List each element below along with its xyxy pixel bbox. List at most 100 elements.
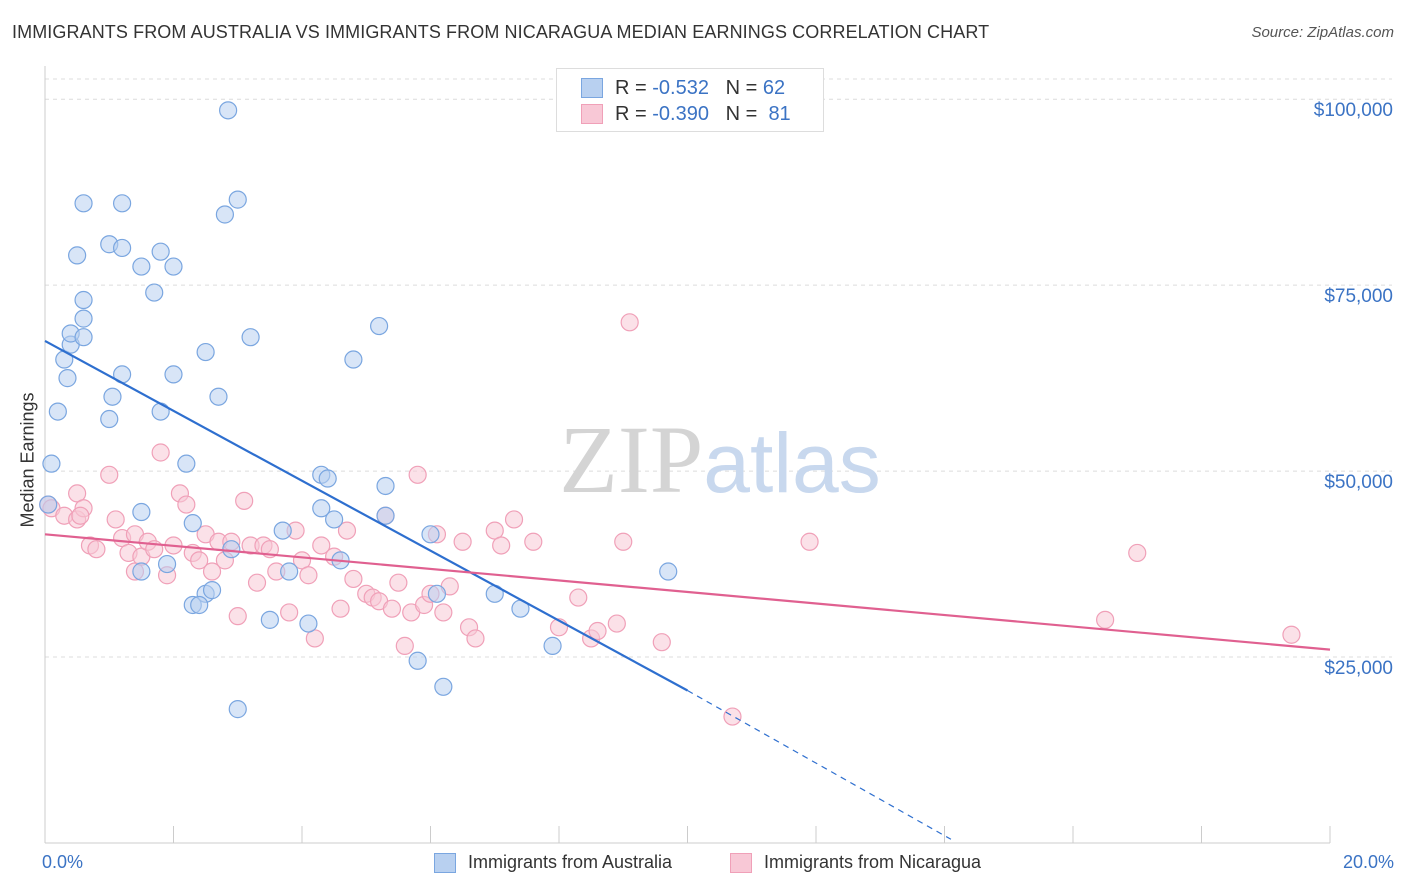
australia-point-33 <box>241 328 260 347</box>
nicaragua-point-62 <box>466 629 485 648</box>
nicaragua-point-78 <box>1128 543 1147 563</box>
legend-swatch-australia <box>581 78 603 98</box>
nicaragua-point-71 <box>607 614 626 633</box>
australia-point-50 <box>376 476 395 496</box>
australia-point-0 <box>39 495 58 514</box>
australia-point-34 <box>222 540 241 559</box>
trend-line-nicaragua <box>44 533 1331 651</box>
nicaragua-point-72 <box>614 532 633 551</box>
legend-box-nicaragua <box>730 852 752 873</box>
nicaragua-point-66 <box>524 532 543 551</box>
trend-line-australia-extension <box>687 689 952 840</box>
nicaragua-point-23 <box>190 551 209 570</box>
nicaragua-point-43 <box>331 599 350 618</box>
legend-n-nicaragua: 81 <box>768 102 791 125</box>
correlation-legend: R = -0.532 N = 62 R = -0.390 N = 81 <box>556 68 824 132</box>
y-tick-labels: $25,000 $50,000 $75,000 $100,000 <box>1314 100 1393 679</box>
nicaragua-point-29 <box>228 607 247 626</box>
australia-point-16 <box>145 283 164 302</box>
legend-row-nicaragua: R = -0.390 N = 81 <box>581 101 791 127</box>
watermark-zip: ZIP <box>559 406 703 513</box>
legend-row-australia: R = -0.532 N = 62 <box>581 75 785 101</box>
australia-point-51 <box>376 506 395 525</box>
nicaragua-point-64 <box>492 536 511 555</box>
series-nicaragua-points <box>39 313 1301 726</box>
australia-point-4 <box>58 369 77 388</box>
watermark-atlas: atlas <box>703 416 880 510</box>
nicaragua-point-51 <box>389 573 408 592</box>
chart-source: Source: ZipAtlas.com <box>1251 24 1394 41</box>
australia-point-26 <box>157 554 177 574</box>
series-legend: Immigrants from Australia Immigrants fro… <box>0 852 1406 878</box>
y-tick-label-2: $75,000 <box>1324 286 1393 307</box>
australia-point-30 <box>215 205 234 224</box>
nicaragua-point-50 <box>382 599 402 618</box>
australia-point-17 <box>151 242 170 261</box>
australia-point-38 <box>228 700 247 719</box>
nicaragua-point-77 <box>1096 610 1115 629</box>
australia-point-25 <box>183 514 202 533</box>
australia-point-61 <box>190 595 209 615</box>
australia-point-29 <box>209 387 228 406</box>
nicaragua-point-44 <box>337 521 357 540</box>
australia-point-49 <box>370 316 389 336</box>
australia-point-42 <box>299 614 318 633</box>
australia-point-44 <box>318 469 337 488</box>
legend-item-nicaragua: Immigrants from Nicaragua <box>730 852 981 873</box>
australia-point-13 <box>112 238 132 258</box>
australia-point-11 <box>74 328 93 347</box>
australia-point-2 <box>48 402 67 421</box>
watermark: ZIPatlas <box>559 406 880 513</box>
australia-point-27 <box>132 562 151 581</box>
trend-lines <box>44 339 1331 840</box>
australia-point-41 <box>280 562 299 581</box>
nicaragua-point-32 <box>247 573 267 592</box>
australia-point-58 <box>543 636 562 655</box>
legend-box-australia <box>434 852 456 873</box>
axes <box>44 66 1331 844</box>
nicaragua-point-8 <box>100 465 119 484</box>
legend-r-australia: -0.532 <box>652 76 709 99</box>
nicaragua-point-52 <box>395 636 414 655</box>
nicaragua-point-21 <box>177 495 196 514</box>
australia-point-53 <box>421 525 440 544</box>
nicaragua-point-30 <box>235 491 254 510</box>
legend-r-nicaragua: -0.390 <box>652 102 709 125</box>
trend-line-australia <box>44 339 689 692</box>
australia-point-45 <box>312 499 331 518</box>
nicaragua-point-73 <box>620 313 639 332</box>
chart-title: IMMIGRANTS FROM AUSTRALIA VS IMMIGRANTS … <box>12 22 990 42</box>
australia-point-54 <box>427 584 447 603</box>
australia-point-24 <box>132 502 151 522</box>
nicaragua-point-68 <box>569 588 588 607</box>
australia-point-59 <box>659 562 678 581</box>
y-tick-label-1: $50,000 <box>1324 472 1393 493</box>
australia-point-15 <box>132 257 151 276</box>
australia-point-21 <box>100 409 119 429</box>
nicaragua-point-17 <box>151 443 170 462</box>
legend-swatch-nicaragua <box>581 104 603 124</box>
australia-point-22 <box>151 402 170 421</box>
australia-point-19 <box>164 365 183 384</box>
australia-point-18 <box>164 257 183 276</box>
australia-point-9 <box>74 194 93 213</box>
australia-point-31 <box>219 101 238 120</box>
australia-point-48 <box>344 350 363 369</box>
australia-point-23 <box>177 454 196 473</box>
australia-point-14 <box>112 194 132 213</box>
grid-lines <box>45 78 1392 658</box>
australia-point-40 <box>273 521 292 540</box>
nicaragua-point-36 <box>280 603 299 622</box>
nicaragua-point-80 <box>71 506 90 525</box>
australia-point-37 <box>202 581 222 600</box>
nicaragua-point-41 <box>312 536 331 555</box>
nicaragua-point-60 <box>453 532 472 551</box>
nicaragua-point-75 <box>723 707 742 726</box>
nicaragua-point-9 <box>106 510 125 529</box>
legend-label-nicaragua: Immigrants from Nicaragua <box>764 852 982 872</box>
australia-point-32 <box>228 190 247 209</box>
nicaragua-point-79 <box>1282 625 1301 644</box>
legend-label-australia: Immigrants from Australia <box>468 852 673 872</box>
nicaragua-point-65 <box>504 510 524 529</box>
